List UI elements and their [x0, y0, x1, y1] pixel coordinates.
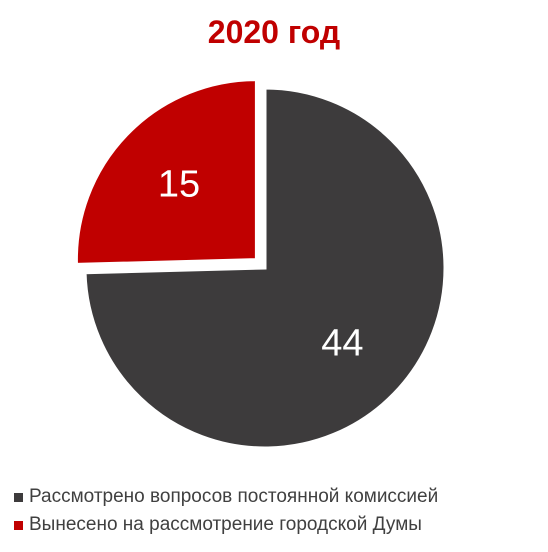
- legend: Рассмотрено вопросов постоянной комиссие…: [14, 483, 438, 539]
- legend-item-duma: Вынесено на рассмотрение городской Думы: [14, 511, 438, 539]
- legend-swatch-commission: [14, 492, 23, 502]
- pie-slice-commission: [83, 86, 447, 450]
- pie-slice-duma: [74, 78, 258, 266]
- legend-item-commission: Рассмотрено вопросов постоянной комиссие…: [14, 483, 438, 511]
- chart-title: 2020 год: [207, 14, 341, 50]
- pie-label-duma: 15: [158, 163, 200, 205]
- legend-label-commission: Рассмотрено вопросов постоянной комиссие…: [29, 486, 439, 507]
- pie-slices: [74, 78, 447, 450]
- pie-labels: 44 15: [158, 163, 364, 364]
- legend-swatch-duma: [14, 520, 23, 530]
- pie-label-commission: 44: [321, 322, 363, 364]
- pie-chart: 44 15: [74, 78, 447, 450]
- legend-label-duma: Вынесено на рассмотрение городской Думы: [29, 514, 422, 535]
